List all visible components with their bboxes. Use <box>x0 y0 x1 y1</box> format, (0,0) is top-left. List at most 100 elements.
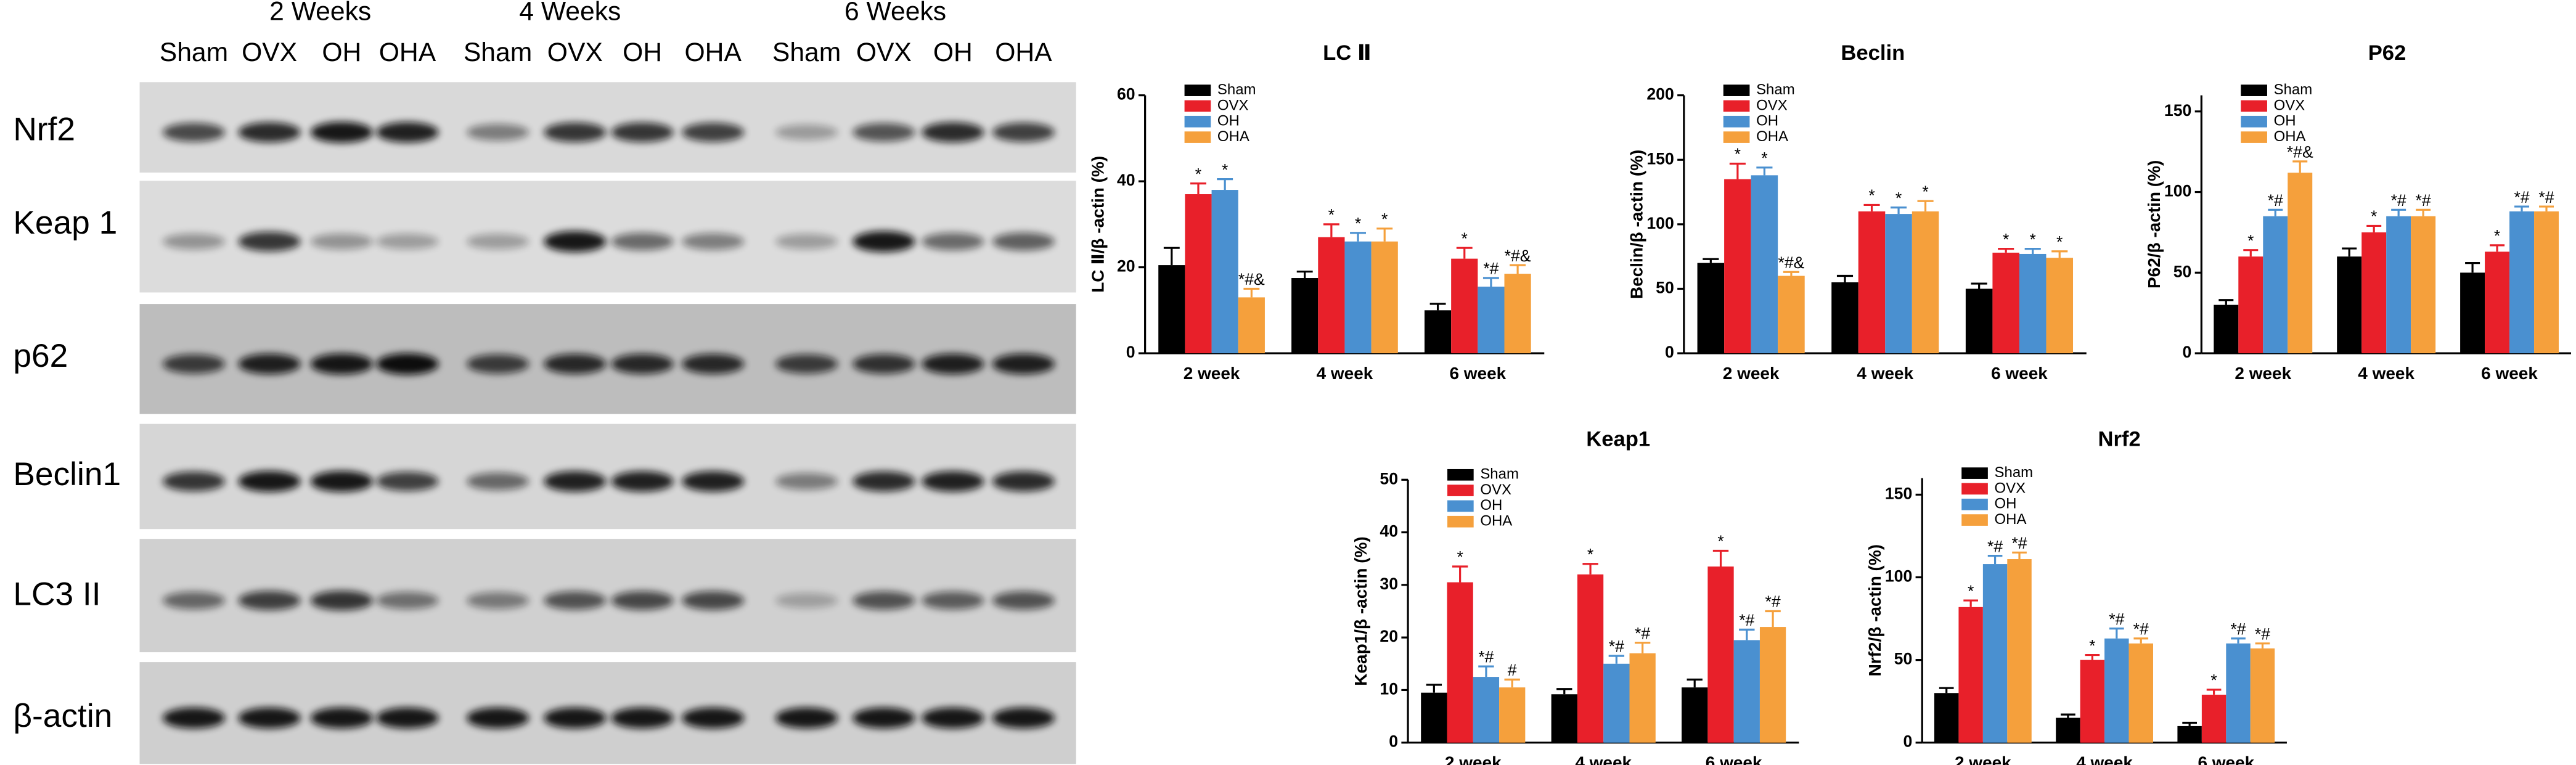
blot-band <box>310 121 373 143</box>
blot-band <box>611 122 674 142</box>
x-tick-label: 6 week <box>1706 753 1762 765</box>
error-bar <box>2366 224 2382 232</box>
error-bar <box>2416 208 2431 216</box>
error-bar <box>2051 250 2068 258</box>
legend-label: OHA <box>1480 513 1512 530</box>
blot-band <box>992 707 1055 729</box>
blot-band <box>544 591 607 610</box>
blot-band <box>238 231 301 252</box>
blot-band <box>775 234 838 250</box>
x-tick-label: 2 week <box>1184 364 1240 383</box>
chart-title: Keap1 <box>1586 427 1650 451</box>
error-bar <box>2255 642 2270 648</box>
blot-band <box>162 471 226 491</box>
y-axis-label: Beclin/β -actin (%) <box>1627 150 1646 299</box>
bar <box>2263 216 2288 354</box>
blot-band <box>238 707 301 729</box>
legend-label: OVX <box>1480 481 1511 498</box>
significance-label: * <box>1868 186 1875 205</box>
lane-label: OHA <box>995 38 1052 67</box>
blot-band <box>544 122 607 142</box>
y-tick-label: 0 <box>1665 343 1674 361</box>
bar <box>1424 310 1452 354</box>
significance-label: * <box>2494 227 2500 245</box>
error-bar <box>1190 182 1206 195</box>
error-bar <box>1376 227 1393 242</box>
chart-title: LC Ⅱ <box>1323 41 1372 65</box>
error-bar <box>1163 247 1180 266</box>
error-bar <box>2243 249 2259 257</box>
bar <box>1603 663 1630 743</box>
bar <box>1912 211 1939 354</box>
blot-band <box>310 470 373 492</box>
error-bar <box>1350 232 1366 242</box>
significance-label: *# <box>1609 637 1624 656</box>
error-bar <box>1756 166 1773 176</box>
significance-label: * <box>1355 215 1361 233</box>
lane-label: Sham <box>160 38 228 67</box>
error-bar <box>1765 610 1781 628</box>
y-axis-label: Keap1/β -actin (%) <box>1351 536 1370 685</box>
significance-label: *# <box>2133 620 2149 638</box>
blot-band <box>853 354 915 374</box>
significance-label: * <box>2371 207 2377 226</box>
bar <box>1499 687 1526 743</box>
legend-label: OH <box>1217 113 1240 129</box>
x-tick-label: 4 week <box>1317 364 1373 383</box>
significance-label: *#& <box>1238 270 1265 288</box>
blot-band <box>310 233 373 250</box>
significance-label: *# <box>1635 624 1650 642</box>
row-label: β-actin <box>13 698 112 734</box>
blot-band <box>775 354 838 374</box>
legend-swatch <box>1961 467 1988 479</box>
significance-label: * <box>1761 149 1767 168</box>
legend-swatch <box>1723 100 1750 112</box>
bar-chart: Keap1 Keap1/β -actin (%) 0 10 20 30 40 50 2 week… <box>1351 427 1799 765</box>
blot-band <box>466 592 530 609</box>
error-bar <box>1987 555 2003 565</box>
y-tick-label: 10 <box>1380 679 1398 698</box>
blot-band <box>775 473 838 490</box>
x-tick-label: 2 week <box>1445 753 1502 765</box>
bar <box>2386 216 2411 354</box>
bar <box>2534 211 2559 354</box>
significance-label: *# <box>2011 534 2027 552</box>
bar <box>1629 653 1656 743</box>
bar <box>1158 265 1185 354</box>
bar <box>1185 194 1212 354</box>
bar <box>2128 643 2153 743</box>
lane-label: OH <box>623 38 662 67</box>
lane-label: OVX <box>547 38 603 67</box>
legend-label: OVX <box>1217 97 1249 113</box>
legend-label: OH <box>2274 113 2296 129</box>
significance-label: # <box>1508 661 1517 679</box>
y-tick-label: 20 <box>1117 257 1135 276</box>
significance-label: *# <box>1478 648 1494 666</box>
significance-label: * <box>1381 210 1388 229</box>
charts: LC Ⅱ LC Ⅱ/β -actin (%) 0 20 40 60 2 week 4 week… <box>1088 41 2572 765</box>
y-tick-label: 50 <box>1894 650 1913 668</box>
bar <box>1778 276 1805 354</box>
lane-label: OVX <box>242 38 297 67</box>
legend-label: OHA <box>2274 128 2306 145</box>
blot-band <box>376 353 439 375</box>
legend-swatch <box>1961 498 1988 510</box>
legend-label: Sham <box>2274 81 2313 98</box>
error-bar <box>1703 258 1719 263</box>
blot-band <box>853 591 915 610</box>
bar <box>1421 692 1447 743</box>
bar <box>1577 574 1604 743</box>
blot-band <box>853 471 915 492</box>
error-bar <box>2061 713 2075 718</box>
legend-label: OHA <box>1756 128 1788 145</box>
bar <box>1697 263 1725 354</box>
error-bar <box>2133 637 2149 644</box>
blot-band <box>310 591 373 611</box>
blot-band <box>376 472 439 491</box>
error-bar <box>2182 721 2197 726</box>
bar <box>1751 175 1778 354</box>
blot-band <box>162 354 226 374</box>
bar <box>1707 566 1734 743</box>
error-bar <box>1456 247 1473 259</box>
